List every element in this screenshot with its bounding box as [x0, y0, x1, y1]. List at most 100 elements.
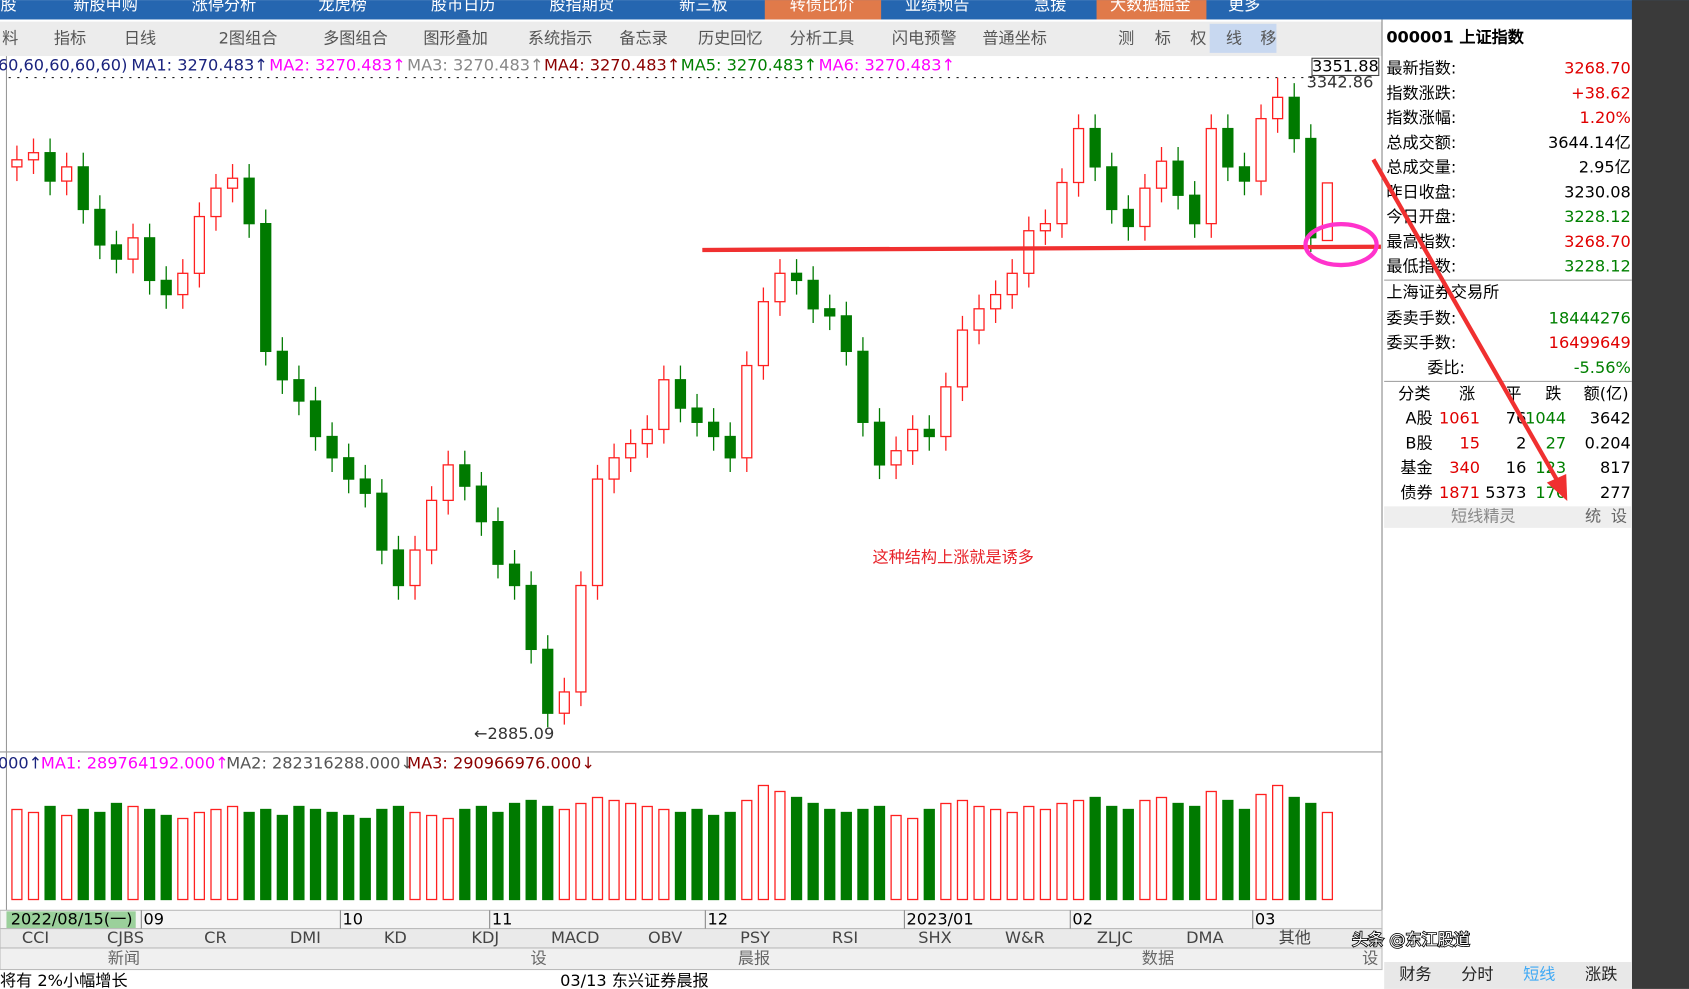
volume-bar	[1222, 799, 1234, 901]
menu-tab[interactable]: 股	[1, 0, 17, 14]
candle-body	[260, 223, 272, 353]
volume-bar	[309, 808, 322, 901]
indicator-tab[interactable]: RSI	[832, 928, 858, 947]
volume-bar	[774, 790, 786, 901]
menu-tab[interactable]: 涨停分析	[192, 0, 257, 14]
breadth-cell: A股	[1405, 409, 1432, 428]
toolbar-button[interactable]: 指标	[54, 28, 86, 47]
info-tab[interactable]: 新闻	[108, 948, 140, 967]
menu-tab[interactable]: 龙虎榜	[318, 0, 366, 14]
volume-bar	[741, 799, 753, 901]
indicator-tab[interactable]: W&R	[1005, 928, 1045, 947]
menu-tab[interactable]: 新股申购	[73, 0, 138, 14]
toolbar-button[interactable]: 多图组合	[323, 28, 388, 47]
sprite-bar	[1384, 506, 1632, 528]
toolbar-button[interactable]: 2图组合	[219, 28, 278, 47]
quote-value: 3230.08	[1564, 182, 1631, 201]
indicator-tab[interactable]: KDJ	[471, 928, 499, 947]
toolbar-button[interactable]: 普通坐标	[982, 28, 1047, 47]
quote-label: 委卖手数:	[1386, 308, 1456, 327]
indicator-tab[interactable]: PSY	[740, 928, 770, 947]
volume-bar	[392, 805, 405, 901]
toolbar-button[interactable]: 标	[1155, 28, 1171, 47]
menu-tab[interactable]: 急援	[1034, 0, 1066, 14]
candle-body	[1039, 223, 1052, 232]
indicator-tab[interactable]: DMI	[290, 928, 321, 947]
toolbar-button[interactable]: 测	[1118, 28, 1134, 47]
quote-label: 委买手数:	[1386, 333, 1456, 352]
menu-tab[interactable]: 大数据掘金	[1110, 0, 1191, 14]
candle-body	[542, 648, 554, 714]
toolbar-button[interactable]: 备忘录	[619, 28, 667, 47]
toolbar-button[interactable]: 移	[1260, 28, 1276, 47]
breadth-cell: 1871	[1439, 483, 1480, 502]
toolbar-button[interactable]: 日线	[124, 28, 156, 47]
indicator-tab[interactable]: KD	[384, 928, 407, 947]
sprite-button[interactable]: 设	[1611, 507, 1627, 526]
side-tab[interactable]: 涨跌	[1585, 964, 1617, 983]
volume-bar	[508, 802, 521, 901]
ma-legend: MA4: 3270.483↑	[544, 55, 680, 74]
quote-label: 昨日收盘:	[1386, 182, 1456, 201]
quote-label: 总成交量:	[1386, 158, 1456, 177]
candle-body	[226, 177, 239, 189]
volume-bar	[492, 811, 504, 901]
candle-body	[392, 549, 405, 587]
menu-tab[interactable]: 转债比价	[790, 0, 855, 14]
info-tab[interactable]: 数据	[1142, 948, 1174, 967]
news-item: 03/13 东兴证券晨报	[560, 971, 709, 989]
indicator-tab[interactable]: CCI	[22, 928, 49, 947]
volume-bar	[940, 802, 952, 901]
menu-tab[interactable]: 股市日历	[431, 0, 496, 14]
quote-value: 1.20%	[1580, 108, 1631, 127]
news-item: 将有 2%小幅增长	[0, 971, 128, 989]
indicator-tab[interactable]: 其他	[1279, 928, 1311, 947]
indicator-tab[interactable]: CR	[204, 928, 227, 947]
indicator-tab[interactable]: MACD	[551, 928, 599, 947]
toolbar-button[interactable]: 系统指示	[528, 28, 593, 47]
candle-body	[110, 244, 123, 260]
volume-bar	[61, 814, 73, 901]
volume-bar	[475, 805, 488, 901]
toolbar-button[interactable]: 历史回忆	[698, 28, 763, 47]
info-tab[interactable]: 晨报	[738, 948, 770, 967]
candle-body	[343, 457, 355, 480]
candle-body	[940, 386, 952, 438]
toolbar-button[interactable]: 图形叠加	[423, 28, 488, 47]
indicator-tab[interactable]: OBV	[648, 928, 682, 947]
sprite-button[interactable]: 统	[1585, 507, 1601, 526]
toolbar-button[interactable]: 料	[2, 28, 18, 47]
menu-tab[interactable]: 股指期货	[549, 0, 614, 14]
indicator-tab[interactable]: ZLJC	[1097, 928, 1133, 947]
toolbar-button[interactable]: 闪电预警	[892, 28, 957, 47]
info-tab[interactable]: 设	[531, 948, 547, 967]
volume-bar	[359, 817, 371, 901]
x-tick-label: 03	[1255, 909, 1276, 928]
volume-bar	[973, 805, 985, 901]
info-tab[interactable]: 设	[1362, 948, 1378, 967]
breadth-cell: 基金	[1400, 458, 1432, 477]
arrow-head	[1546, 474, 1568, 501]
candle-body	[890, 450, 902, 466]
indicator-tab[interactable]: CJBS	[107, 928, 144, 947]
toolbar-button[interactable]: 分析工具	[790, 28, 855, 47]
volume-bar	[1255, 793, 1267, 901]
menu-tab[interactable]: 业绩预告	[905, 0, 970, 14]
menu-tab[interactable]: 新三板	[679, 0, 727, 14]
candle-body	[840, 315, 852, 353]
quote-label: 委比:	[1427, 358, 1465, 377]
toolbar-button[interactable]: 线	[1226, 28, 1242, 47]
candle-body	[757, 301, 770, 367]
indicator-tab[interactable]: DMA	[1186, 928, 1223, 947]
side-tab[interactable]: 分时	[1461, 964, 1493, 983]
indicator-tab[interactable]: SHX	[918, 928, 951, 947]
side-tab[interactable]: 财务	[1399, 964, 1431, 983]
side-tab[interactable]: 短线	[1523, 964, 1555, 983]
menu-tab[interactable]: 更多	[1228, 0, 1260, 14]
quote-label: 今日开盘:	[1386, 207, 1456, 226]
candle-body	[1272, 96, 1284, 120]
candle-body	[724, 435, 736, 459]
candle-body	[1155, 160, 1168, 189]
toolbar-button[interactable]: 权	[1190, 28, 1206, 47]
